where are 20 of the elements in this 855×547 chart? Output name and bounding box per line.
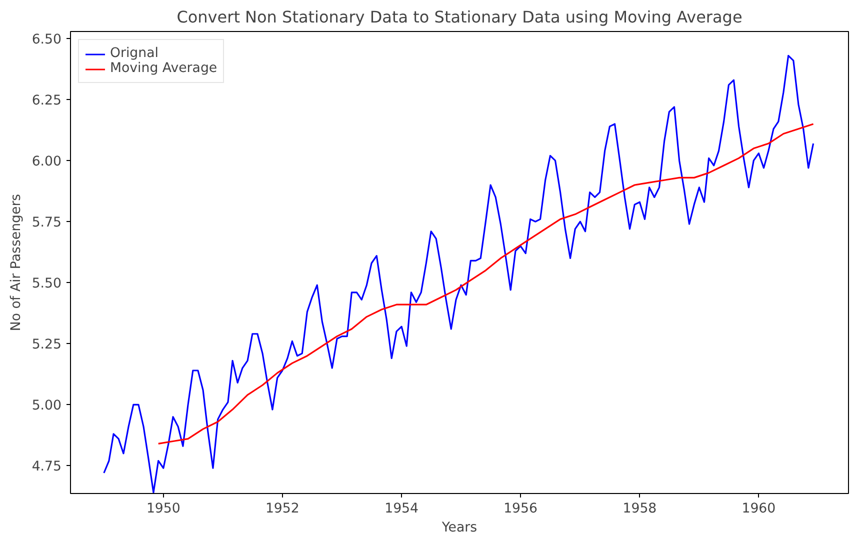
- y-tick-label: 5.00: [32, 398, 62, 414]
- legend-label: Orignal: [110, 46, 158, 61]
- legend-label: Moving Average: [110, 61, 218, 76]
- x-tick-label: 1960: [742, 502, 776, 516]
- x-tick-label: 1956: [504, 502, 538, 516]
- y-tick-label: 5.50: [32, 276, 62, 292]
- y-tick-label: 5.75: [32, 216, 62, 231]
- chart-title: Convert Non Stationary Data to Stationary Data using Moving Average: [176, 8, 742, 26]
- x-tick-label: 1952: [265, 502, 300, 516]
- y-tick-label: 6.00: [32, 154, 62, 170]
- y-tick-label: 6.25: [32, 94, 62, 109]
- x-tick-label: 1958: [622, 502, 657, 516]
- x-tick-label: 1950: [146, 502, 180, 516]
- x-axis-title: Years: [440, 520, 478, 536]
- y-tick-label: 4.75: [32, 460, 62, 475]
- line-series: [158, 123, 814, 445]
- y-tick-label: 6.50: [32, 32, 62, 48]
- x-tick-label: 1954: [384, 502, 419, 516]
- y-tick-label: 5.25: [32, 338, 62, 353]
- y-axis-title: No of Air Passengers: [8, 194, 24, 332]
